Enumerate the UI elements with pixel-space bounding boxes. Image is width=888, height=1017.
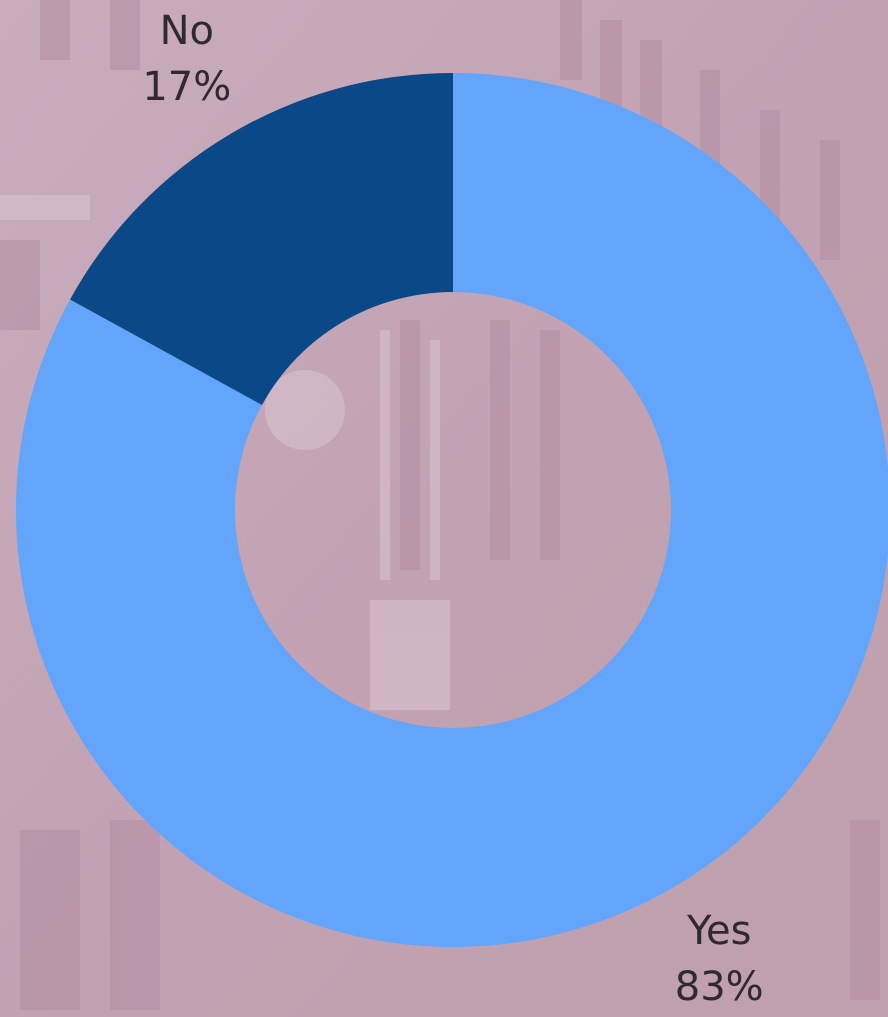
slice-value-label: 83% — [675, 964, 764, 1010]
donut-slice — [70, 73, 453, 405]
slice-value-label: 17% — [142, 64, 231, 110]
donut-slice — [16, 73, 888, 947]
donut — [16, 73, 888, 947]
slice-category-label: Yes — [686, 908, 752, 954]
slice-category-label: No — [160, 8, 214, 54]
